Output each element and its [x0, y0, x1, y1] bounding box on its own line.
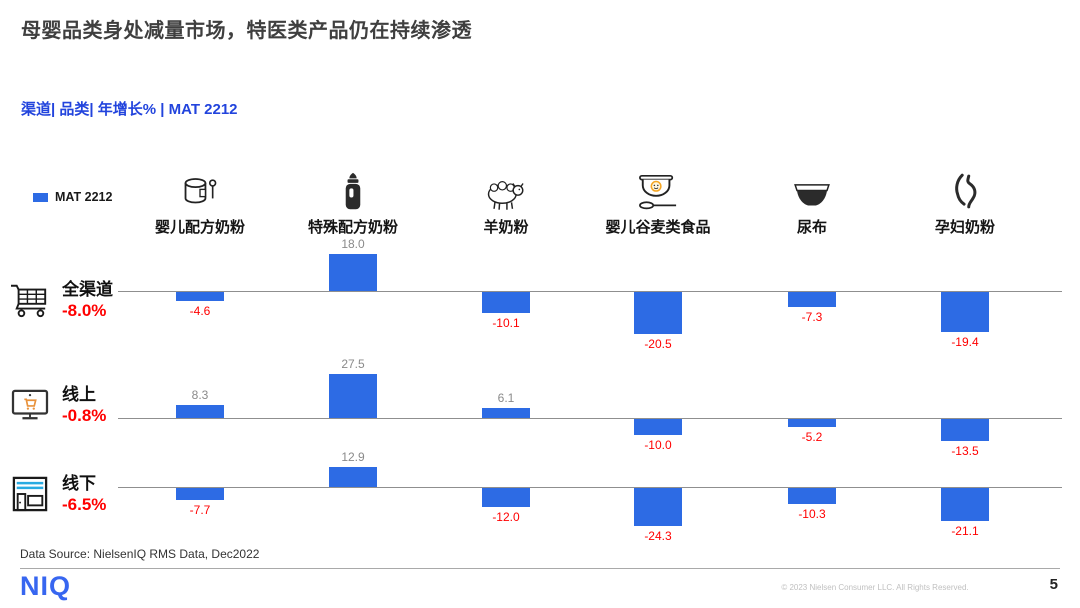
category-label: 特殊配方奶粉	[307, 219, 398, 236]
bar-value-label: -24.3	[644, 528, 672, 543]
niq-logo: NIQ	[20, 571, 72, 601]
copyright-text: © 2023 Nielsen Consumer LLC. All Rights …	[781, 583, 969, 592]
bar-value-label: 8.3	[191, 387, 209, 402]
row-total: -0.8%	[62, 406, 107, 425]
bar	[329, 467, 377, 487]
row-label: 线上	[62, 384, 96, 404]
category-header-maternal-milk: 孕妇奶粉	[887, 168, 1043, 237]
bar	[482, 488, 530, 507]
bar	[941, 292, 989, 332]
footer-divider	[20, 568, 1060, 569]
bar	[788, 419, 836, 428]
offline-store-icon	[8, 474, 52, 514]
bar	[329, 254, 377, 291]
bar-value-label: 6.1	[497, 391, 515, 406]
bar-value-label: -21.1	[951, 523, 979, 538]
page-number: 5	[1049, 576, 1058, 593]
sheep-icon	[428, 168, 584, 212]
category-label: 婴儿配方奶粉	[154, 219, 245, 236]
row-header-offline: 线下 -6.5%	[8, 468, 106, 520]
category-label: 孕妇奶粉	[934, 219, 995, 236]
bar-value-label: -13.5	[951, 443, 979, 458]
bar-value-label: -10.1	[492, 315, 520, 330]
bar	[788, 292, 836, 307]
row-baseline	[118, 418, 1062, 419]
bar-value-label: -5.2	[801, 430, 823, 445]
diaper-icon	[734, 168, 890, 212]
category-header-baby-cereal: 婴儿谷麦类食品	[580, 168, 736, 237]
legend-swatch	[33, 192, 48, 202]
bar	[941, 488, 989, 521]
bar	[482, 292, 530, 313]
category-label: 羊奶粉	[483, 219, 529, 236]
bar-value-label: -7.7	[189, 502, 211, 517]
bar-value-label: 27.5	[341, 357, 365, 371]
category-header-diaper: 尿布	[734, 168, 890, 237]
row-baseline	[118, 487, 1062, 488]
category-header-infant-formula: 婴儿配方奶粉	[122, 168, 278, 237]
bar	[176, 404, 224, 418]
shopping-cart-icon	[8, 281, 52, 319]
bar	[482, 408, 530, 418]
bar-value-label: -7.3	[801, 309, 823, 324]
bar-value-label: 12.9	[341, 450, 365, 464]
row-header-all-channel: 全渠道 -8.0%	[8, 274, 113, 326]
bar-value-label: 18.0	[341, 237, 365, 252]
bar-value-label: -10.0	[644, 438, 672, 452]
bar	[788, 488, 836, 504]
bar	[634, 419, 682, 435]
row-baseline	[118, 291, 1062, 292]
category-label: 尿布	[796, 219, 827, 236]
cereal-bowl-icon	[580, 168, 736, 212]
bar-value-label: -20.5	[644, 337, 672, 352]
legend: MAT 2212	[33, 190, 112, 204]
bar-value-label: -4.6	[189, 304, 211, 319]
legend-label: MAT 2212	[55, 190, 113, 204]
bar	[941, 419, 989, 441]
page-title: 母婴品类身处减量市场，特医类产品仍在持续渗透	[21, 20, 472, 42]
category-header-special-formula: 特殊配方奶粉	[275, 168, 431, 237]
row-label: 全渠道	[62, 279, 113, 299]
formula-can-icon	[122, 168, 278, 212]
data-source-note: Data Source: NielsenIQ RMS Data, Dec2022	[20, 547, 260, 561]
category-label: 婴儿谷麦类食品	[605, 219, 711, 236]
bar-value-label: -19.4	[951, 334, 979, 349]
bar	[634, 488, 682, 526]
bar-value-label: -12.0	[492, 509, 520, 524]
bar-value-label: -10.3	[798, 506, 826, 521]
row-header-online: 线上 -0.8%	[8, 379, 106, 431]
chart-subtitle: 渠道| 品类| 年增长% | MAT 2212	[21, 101, 238, 118]
online-monitor-icon	[8, 388, 52, 422]
bar	[329, 374, 377, 418]
row-total: -6.5%	[62, 495, 107, 514]
baby-bottle-icon	[275, 168, 431, 212]
bar	[176, 292, 224, 302]
bar	[634, 292, 682, 335]
bar	[176, 488, 224, 500]
category-header-goat-milk: 羊奶粉	[428, 168, 584, 237]
row-total: -8.0%	[62, 301, 107, 320]
row-label: 线下	[62, 473, 96, 493]
pregnant-woman-icon	[887, 168, 1043, 212]
